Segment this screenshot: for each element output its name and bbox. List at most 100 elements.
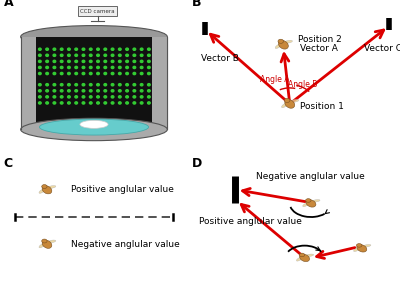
Circle shape [68,96,70,98]
Circle shape [306,199,311,202]
Circle shape [140,54,143,57]
Circle shape [104,96,106,98]
Circle shape [90,73,92,75]
Ellipse shape [363,244,371,247]
Circle shape [46,48,48,50]
Circle shape [111,73,114,75]
Circle shape [46,60,48,62]
Circle shape [68,83,70,86]
Circle shape [68,66,70,69]
Ellipse shape [40,119,148,135]
Circle shape [97,90,99,92]
Circle shape [118,48,121,50]
Ellipse shape [282,103,288,108]
Circle shape [60,48,63,50]
Circle shape [133,54,136,57]
Circle shape [111,48,114,50]
Circle shape [133,102,136,104]
Circle shape [118,54,121,57]
Circle shape [140,73,143,75]
FancyBboxPatch shape [152,37,167,129]
Circle shape [90,66,92,69]
Circle shape [111,83,114,86]
Circle shape [82,90,85,92]
Circle shape [90,96,92,98]
Circle shape [90,54,92,57]
Ellipse shape [48,186,56,188]
Circle shape [97,73,99,75]
Ellipse shape [39,243,45,248]
Circle shape [46,73,48,75]
Circle shape [60,66,63,69]
Circle shape [60,73,63,75]
Circle shape [118,96,121,98]
Circle shape [46,102,48,104]
Circle shape [38,48,41,50]
Circle shape [148,90,150,92]
Circle shape [97,54,99,57]
Circle shape [111,60,114,62]
Circle shape [60,54,63,57]
Circle shape [140,102,143,104]
Text: Angle A: Angle A [260,75,290,84]
Circle shape [148,66,150,69]
Circle shape [68,102,70,104]
Circle shape [118,66,121,69]
Circle shape [133,83,136,86]
Ellipse shape [42,186,52,194]
Circle shape [118,60,121,62]
Circle shape [60,102,63,104]
Circle shape [75,60,78,62]
Circle shape [126,54,128,57]
Circle shape [68,73,70,75]
Circle shape [82,83,85,86]
Circle shape [46,83,48,86]
Circle shape [126,102,128,104]
Circle shape [53,102,56,104]
Circle shape [82,102,85,104]
Circle shape [60,90,63,92]
Ellipse shape [21,118,167,141]
Ellipse shape [354,247,360,252]
Text: Position 1: Position 1 [300,102,344,111]
Circle shape [148,73,150,75]
Circle shape [133,60,136,62]
Circle shape [133,96,136,98]
Circle shape [75,66,78,69]
Circle shape [126,48,128,50]
Text: Positive anglular value: Positive anglular value [198,217,302,226]
Circle shape [133,73,136,75]
Circle shape [38,73,41,75]
Circle shape [104,48,106,50]
Circle shape [111,96,114,98]
Circle shape [53,96,56,98]
Circle shape [82,73,85,75]
Circle shape [53,48,56,50]
Circle shape [53,54,56,57]
Circle shape [140,60,143,62]
Circle shape [126,83,128,86]
Circle shape [53,73,56,75]
Circle shape [38,60,41,62]
Circle shape [60,83,63,86]
Circle shape [42,239,47,243]
FancyBboxPatch shape [78,6,117,16]
Circle shape [126,66,128,69]
Ellipse shape [303,203,309,207]
Circle shape [46,96,48,98]
Circle shape [140,90,143,92]
Circle shape [75,96,78,98]
Circle shape [133,48,136,50]
Text: Vector A: Vector A [300,44,338,53]
Circle shape [111,102,114,104]
Text: Negative anglular value: Negative anglular value [72,240,180,249]
Circle shape [148,54,150,57]
Text: A: A [4,0,13,9]
Circle shape [75,102,78,104]
Circle shape [104,102,106,104]
Text: D: D [192,157,202,170]
Ellipse shape [285,40,292,43]
Circle shape [42,185,47,189]
Circle shape [53,60,56,62]
Text: Angle B: Angle B [288,80,317,89]
